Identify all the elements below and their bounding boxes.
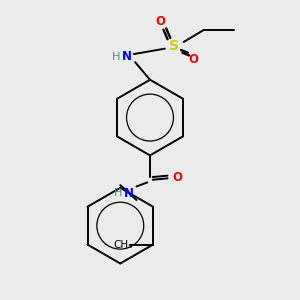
Text: S: S <box>169 39 179 53</box>
Text: H: H <box>113 188 122 198</box>
Text: O: O <box>172 170 182 184</box>
Text: N: N <box>122 50 132 63</box>
Text: N: N <box>123 187 134 200</box>
Text: CH₃: CH₃ <box>114 240 133 250</box>
Text: O: O <box>156 15 166 28</box>
Text: O: O <box>188 53 198 66</box>
Text: H: H <box>112 52 120 62</box>
